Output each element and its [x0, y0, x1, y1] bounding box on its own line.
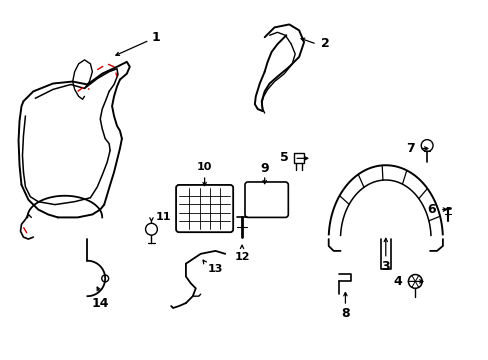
Text: 13: 13: [207, 264, 223, 274]
Text: 5: 5: [280, 151, 288, 164]
Text: 1: 1: [152, 31, 161, 44]
Text: 2: 2: [321, 37, 329, 50]
Text: 9: 9: [260, 162, 268, 175]
Text: 7: 7: [405, 142, 414, 155]
Text: 14: 14: [91, 297, 109, 310]
Text: 11: 11: [155, 212, 171, 222]
FancyBboxPatch shape: [244, 182, 288, 217]
Text: 12: 12: [234, 252, 249, 262]
Text: 4: 4: [392, 275, 401, 288]
Bar: [294, 153, 304, 163]
Text: 6: 6: [427, 203, 435, 216]
FancyBboxPatch shape: [176, 185, 233, 232]
Text: 8: 8: [341, 307, 349, 320]
Text: 3: 3: [381, 260, 389, 273]
Text: 10: 10: [197, 162, 212, 172]
